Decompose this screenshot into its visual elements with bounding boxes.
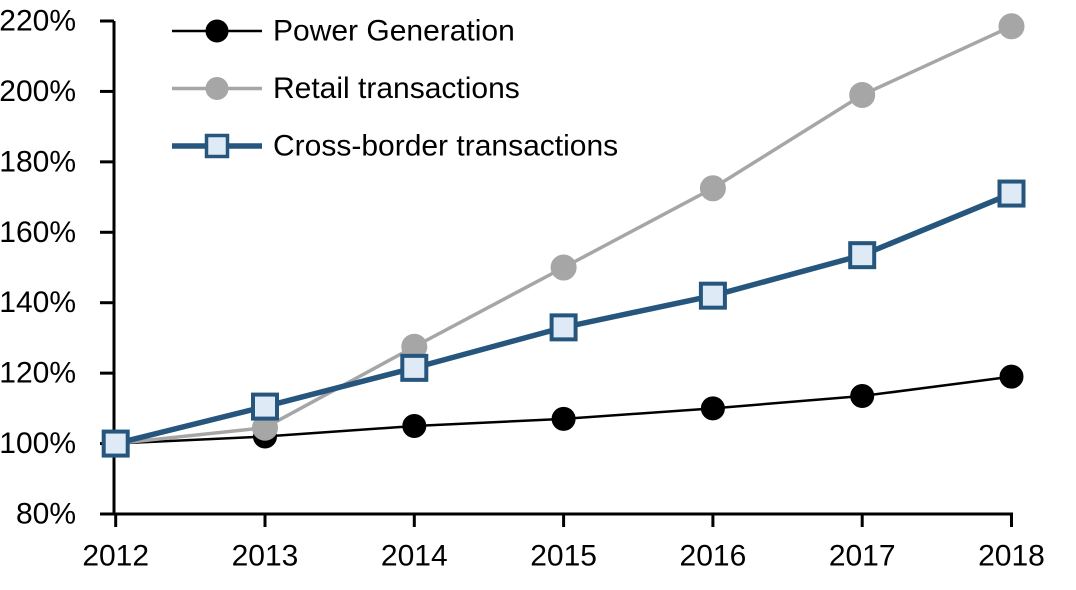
series-retail-transactions: [102, 13, 1025, 457]
data-point-cross-border-transactions-2017: [848, 241, 877, 270]
data-point-power-generation-2017: [850, 384, 875, 409]
y-tick-label: 200%: [0, 75, 76, 108]
x-tick-label: 2018: [978, 540, 1045, 573]
y-tick-label: 120%: [0, 357, 76, 390]
legend-item-power-generation: Power Generation: [172, 15, 515, 48]
data-point-power-generation-2018: [999, 364, 1024, 389]
data-point-retail-transactions-2015: [550, 254, 577, 281]
y-tick-label: 140%: [0, 286, 76, 319]
legend-marker-circle: [205, 19, 229, 43]
x-tick-label: 2013: [232, 540, 299, 573]
legend-label: Power Generation: [273, 15, 515, 48]
x-tick-label: 2017: [829, 540, 896, 573]
legend-marker-square: [204, 133, 230, 159]
x-tick-label: 2015: [530, 540, 597, 573]
data-point-retail-transactions-2018: [998, 13, 1025, 40]
legend-label: Retail transactions: [273, 72, 520, 105]
data-point-cross-border-transactions-2018: [997, 179, 1026, 208]
legend: Power Generation Retail transactions Cross…: [172, 15, 618, 163]
y-tick-label: 100%: [0, 427, 76, 460]
data-point-retail-transactions-2017: [849, 81, 876, 108]
legend-marker-circle: [205, 77, 229, 100]
data-point-cross-border-transactions-2016: [698, 281, 727, 310]
data-point-power-generation-2015: [551, 406, 576, 431]
data-point-power-generation-2016: [700, 396, 725, 421]
legend-item-cross-border-transactions: Cross-border transactions: [172, 130, 618, 163]
data-point-cross-border-transactions-2013: [251, 392, 279, 421]
data-point-cross-border-transactions-2014: [400, 353, 429, 382]
x-tick-label: 2012: [82, 540, 149, 573]
y-tick-label: 80%: [16, 498, 76, 531]
data-point-retail-transactions-2016: [699, 175, 726, 202]
y-tick-label: 180%: [0, 145, 76, 178]
x-tick-label: 2014: [381, 540, 448, 573]
legend-label: Cross-border transactions: [273, 130, 618, 163]
legend-item-retail-transactions: Retail transactions: [172, 72, 520, 105]
series-cross-border-transactions: [101, 179, 1026, 458]
y-tick-label: 220%: [0, 5, 76, 38]
data-point-power-generation-2014: [402, 413, 427, 438]
x-tick-label: 2016: [680, 540, 747, 573]
data-point-cross-border-transactions-2015: [549, 313, 578, 342]
data-point-cross-border-transactions-2012: [101, 429, 130, 458]
y-tick-label: 160%: [0, 216, 76, 249]
